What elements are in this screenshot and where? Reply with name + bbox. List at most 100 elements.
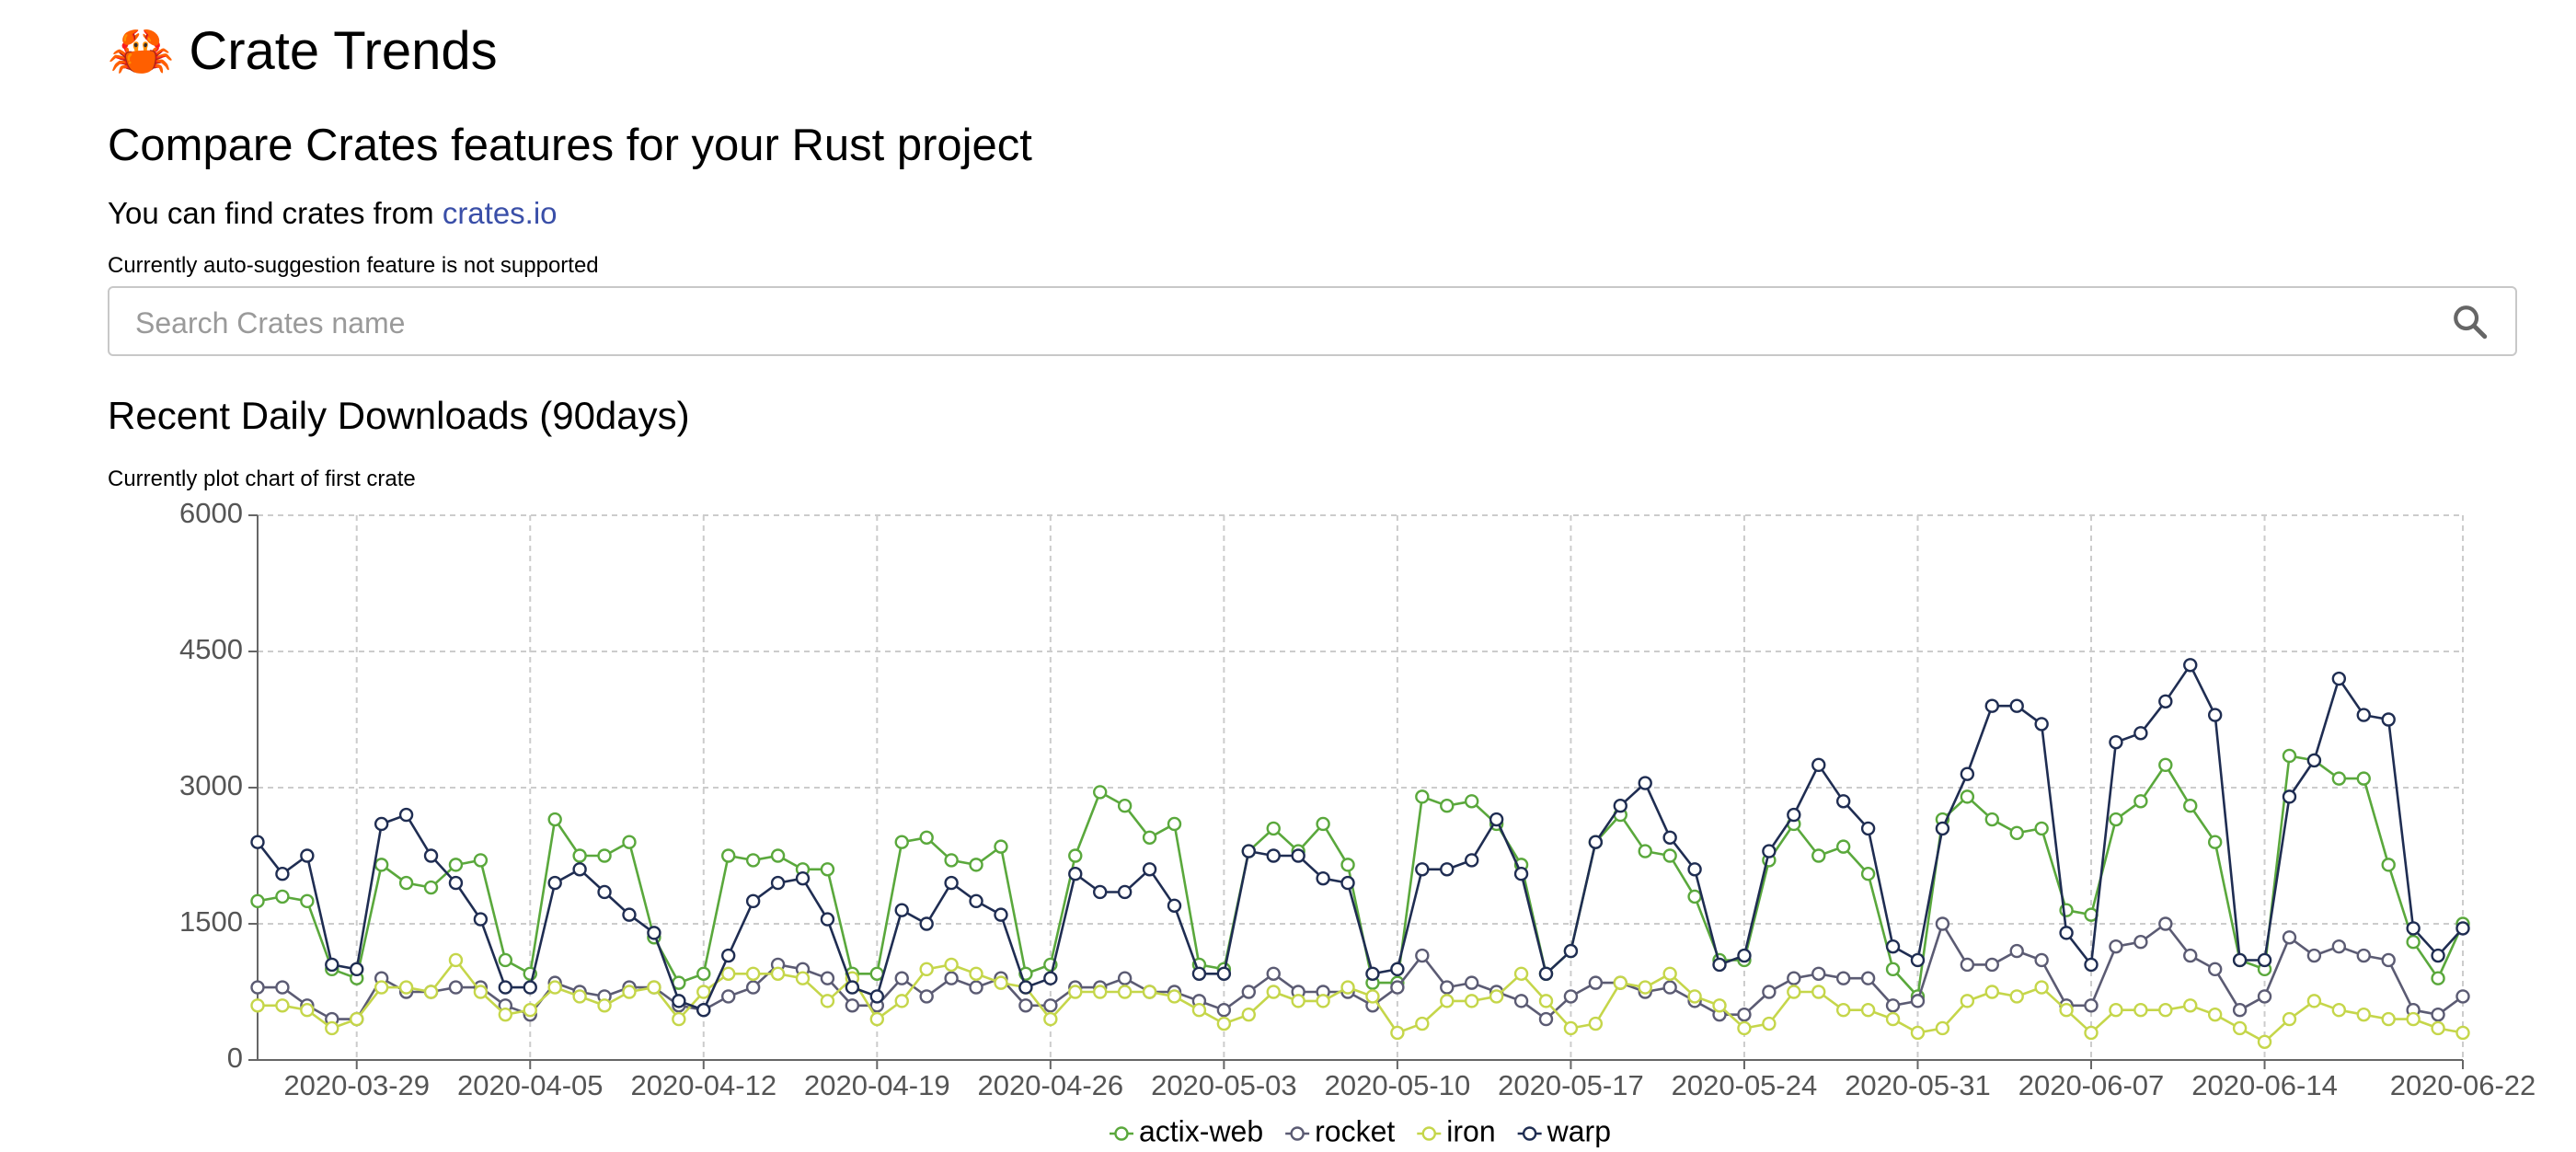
- data-point: [1613, 975, 1627, 990]
- data-point: [1935, 1020, 1950, 1036]
- x-tick-label: 2020-03-29: [283, 1069, 430, 1101]
- data-point: [1787, 985, 1801, 999]
- data-point: [820, 912, 835, 927]
- data-point: [1737, 1007, 1752, 1022]
- data-point: [672, 1011, 686, 1027]
- data-point: [1885, 1011, 1901, 1027]
- y-tick-label: 1500: [179, 905, 243, 938]
- data-point: [2109, 939, 2123, 954]
- data-point: [919, 916, 934, 931]
- data-point: [994, 975, 1008, 990]
- crates-link[interactable]: crates.io: [442, 196, 558, 230]
- data-point: [350, 1011, 364, 1027]
- data-point: [969, 893, 983, 909]
- data-point: [721, 948, 736, 963]
- data-point: [721, 989, 736, 1004]
- data-point: [1811, 985, 1826, 999]
- data-point: [2431, 1007, 2445, 1022]
- x-tick-label: 2020-05-10: [1325, 1069, 1471, 1101]
- data-point: [2009, 989, 2024, 1004]
- data-point: [1662, 980, 1677, 995]
- data-point: [1068, 985, 1083, 999]
- data-point: [1563, 1020, 1579, 1036]
- data-point: [398, 980, 414, 995]
- data-point: [1787, 807, 1801, 823]
- intro-text: You can find crates from: [108, 196, 434, 230]
- data-point: [1687, 889, 1702, 904]
- data-point: [1415, 948, 1430, 963]
- data-point: [2034, 952, 2049, 968]
- data-point: [1835, 794, 1851, 809]
- data-point: [1513, 867, 1529, 881]
- data-point: [1489, 812, 1504, 827]
- legend-label: iron: [1446, 1114, 1495, 1147]
- y-tick-label: 3000: [179, 769, 243, 801]
- data-point: [448, 980, 464, 995]
- data-point: [2084, 957, 2099, 973]
- data-point: [325, 1020, 339, 1036]
- data-point: [1241, 1007, 1257, 1022]
- data-point: [1489, 989, 1504, 1004]
- data-point: [696, 1003, 711, 1018]
- data-point: [795, 971, 811, 985]
- data-point: [1365, 966, 1380, 981]
- data-point: [696, 985, 711, 999]
- data-point: [1885, 998, 1901, 1013]
- data-point: [2331, 939, 2347, 954]
- data-point: [2257, 989, 2272, 1004]
- data-point: [275, 980, 290, 995]
- data-point: [1142, 862, 1157, 877]
- data-point: [2282, 1011, 2297, 1027]
- data-point: [2133, 935, 2148, 950]
- data-point: [1216, 1016, 1232, 1031]
- data-point: [572, 989, 587, 1004]
- data-point: [2009, 698, 2024, 713]
- legend: actix-web rocket iron warp: [1109, 1114, 1611, 1147]
- data-point: [2431, 1020, 2445, 1036]
- data-point: [1588, 1016, 1604, 1031]
- data-point: [1935, 821, 1950, 836]
- data-point: [1638, 980, 1652, 995]
- data-point: [523, 980, 537, 995]
- data-point: [1811, 966, 1826, 981]
- data-point: [2183, 799, 2198, 813]
- data-point: [969, 966, 983, 981]
- data-point: [1563, 989, 1579, 1004]
- data-point: [1167, 898, 1182, 913]
- data-point: [647, 926, 661, 940]
- data-point: [2282, 789, 2297, 804]
- data-point: [1860, 971, 1876, 985]
- x-tick-label: 2020-04-12: [630, 1069, 776, 1101]
- x-tick-label: 2020-06-22: [2390, 1069, 2536, 1101]
- y-tick-label: 4500: [179, 633, 243, 665]
- data-point: [1513, 966, 1529, 981]
- x-tick-label: 2020-05-31: [1845, 1069, 1991, 1101]
- data-point: [498, 980, 513, 995]
- data-point: [2158, 916, 2173, 931]
- x-tick-label: 2020-05-24: [1672, 1069, 1818, 1101]
- search-icon[interactable]: [2451, 303, 2490, 341]
- data-point: [1068, 848, 1083, 863]
- data-point: [745, 966, 761, 981]
- data-point: [721, 966, 736, 981]
- data-point: [1390, 962, 1405, 977]
- y-tick-label: 6000: [179, 497, 243, 529]
- data-point: [2158, 757, 2173, 773]
- data-point: [597, 998, 612, 1013]
- data-point: [1737, 1020, 1752, 1036]
- data-point: [448, 858, 464, 872]
- data-point: [2084, 998, 2099, 1013]
- data-point: [770, 966, 786, 981]
- data-point: [572, 848, 587, 863]
- data-point: [894, 994, 909, 1008]
- data-point: [1266, 985, 1281, 999]
- search-box[interactable]: Search Crates name: [108, 286, 2517, 356]
- data-point: [2282, 748, 2297, 764]
- data-point: [1613, 799, 1627, 813]
- data-point: [1018, 980, 1033, 995]
- data-point: [647, 980, 661, 995]
- data-point: [2455, 989, 2470, 1004]
- data-point: [1860, 867, 1876, 881]
- data-point: [448, 875, 464, 891]
